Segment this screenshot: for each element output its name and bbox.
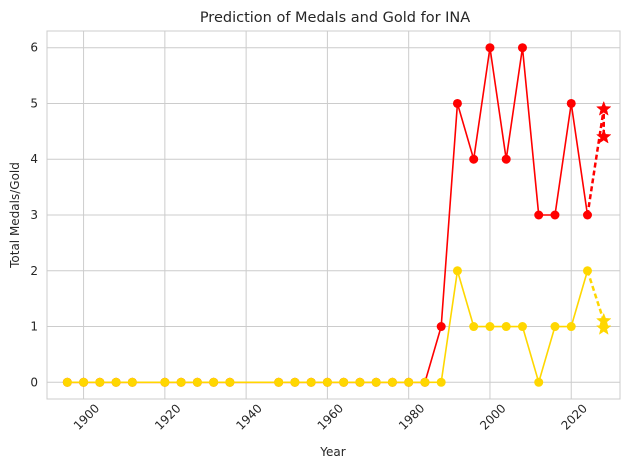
y-axis-label: Total Medals/Gold <box>8 162 22 269</box>
y-tick-label: 4 <box>30 152 38 166</box>
data-point <box>127 377 137 387</box>
data-point <box>371 377 381 387</box>
data-point <box>469 322 479 332</box>
data-point <box>355 377 365 387</box>
x-tick-label: 1940 <box>233 401 264 432</box>
data-point <box>176 377 186 387</box>
x-tick-label: 1980 <box>396 401 427 432</box>
data-point <box>79 377 89 387</box>
plot-frame <box>46 30 621 400</box>
data-point <box>420 377 430 387</box>
data-point <box>566 322 576 332</box>
data-point <box>501 154 511 164</box>
y-tick-label: 3 <box>30 208 38 222</box>
data-point <box>192 377 202 387</box>
data-point <box>290 377 300 387</box>
y-tick-label: 0 <box>30 375 38 389</box>
data-point <box>62 377 72 387</box>
data-point <box>485 43 495 53</box>
x-tick-label: 2000 <box>477 401 508 432</box>
series-2 <box>586 100 612 216</box>
data-point <box>111 377 121 387</box>
y-tick-label: 6 <box>30 41 38 55</box>
data-point <box>582 266 592 276</box>
data-point-star <box>595 128 612 144</box>
series-layer <box>62 43 612 387</box>
data-point <box>436 377 446 387</box>
chart-title: Prediction of Medals and Gold for INA <box>200 10 470 26</box>
data-point <box>452 98 462 108</box>
data-point <box>339 377 349 387</box>
data-point <box>469 154 479 164</box>
data-point <box>274 377 284 387</box>
data-point <box>322 377 332 387</box>
x-tick-label: 1920 <box>152 401 183 432</box>
data-point <box>452 266 462 276</box>
x-tick-label: 1960 <box>315 401 346 432</box>
data-point <box>566 98 576 108</box>
data-point <box>517 43 527 53</box>
y-tick-label: 2 <box>30 264 38 278</box>
data-point <box>404 377 414 387</box>
x-tick-label: 2020 <box>558 401 589 432</box>
series-line <box>586 107 605 216</box>
data-point <box>582 210 592 220</box>
data-point <box>306 377 316 387</box>
x-axis-label: Year <box>319 445 345 459</box>
data-point <box>534 377 544 387</box>
data-point <box>534 210 544 220</box>
data-point <box>225 377 235 387</box>
y-tick-label: 5 <box>30 96 38 110</box>
data-point <box>387 377 397 387</box>
grid <box>47 31 620 399</box>
x-tick-label: 1900 <box>71 401 102 432</box>
data-point <box>550 210 560 220</box>
data-point <box>95 377 105 387</box>
y-tick-label: 1 <box>30 320 38 334</box>
tick-labels: 1900 1920 1940 1960 1980 2000 2020 0 1 2 3 4 5 6 <box>30 41 590 433</box>
series-1 <box>62 266 592 387</box>
data-point <box>485 322 495 332</box>
data-point <box>501 322 511 332</box>
data-point <box>550 322 560 332</box>
data-point <box>160 377 170 387</box>
data-point-star <box>595 100 612 116</box>
data-point <box>517 322 527 332</box>
series-3 <box>586 270 612 335</box>
data-point-star <box>595 319 612 335</box>
data-point <box>436 322 446 332</box>
data-point <box>209 377 219 387</box>
